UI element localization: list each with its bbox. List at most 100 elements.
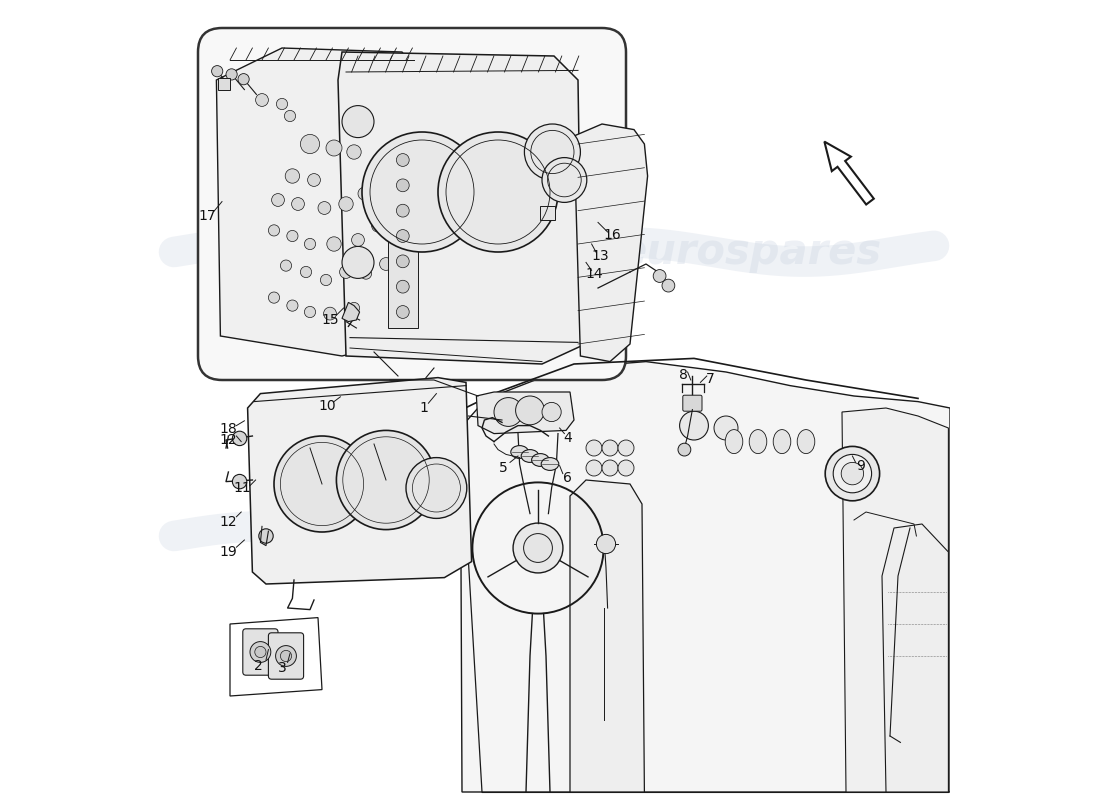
Text: 16: 16 (604, 228, 622, 242)
Circle shape (232, 474, 246, 489)
Circle shape (258, 529, 273, 543)
Circle shape (342, 106, 374, 138)
Circle shape (842, 462, 864, 485)
Ellipse shape (531, 454, 549, 466)
Text: eurospares: eurospares (618, 231, 881, 273)
Text: eurospares: eurospares (248, 506, 581, 558)
Ellipse shape (773, 430, 791, 454)
Circle shape (255, 94, 268, 106)
Text: 2: 2 (254, 658, 263, 673)
Text: 4: 4 (563, 431, 572, 446)
Circle shape (305, 238, 316, 250)
Ellipse shape (521, 450, 539, 462)
Circle shape (280, 650, 292, 662)
Circle shape (596, 534, 616, 554)
Ellipse shape (749, 430, 767, 454)
Text: 13: 13 (592, 249, 609, 263)
Text: 7: 7 (705, 372, 714, 386)
Circle shape (396, 154, 409, 166)
Circle shape (361, 268, 372, 279)
Circle shape (379, 258, 393, 270)
Circle shape (340, 266, 352, 278)
Text: 19: 19 (220, 545, 238, 559)
Text: 1: 1 (419, 401, 428, 415)
Ellipse shape (798, 430, 815, 454)
Circle shape (285, 169, 299, 183)
Circle shape (618, 440, 634, 456)
Polygon shape (476, 392, 574, 434)
Polygon shape (342, 302, 360, 322)
Circle shape (287, 230, 298, 242)
Circle shape (653, 270, 666, 282)
Ellipse shape (541, 458, 559, 470)
Circle shape (272, 194, 285, 206)
Circle shape (542, 402, 561, 422)
Text: 12: 12 (220, 433, 238, 447)
Text: 11: 11 (234, 481, 252, 495)
Text: 17: 17 (199, 209, 217, 223)
Text: 14: 14 (585, 266, 603, 281)
Circle shape (372, 219, 384, 232)
FancyBboxPatch shape (218, 78, 230, 90)
Circle shape (662, 279, 674, 292)
Circle shape (714, 416, 738, 440)
Circle shape (268, 292, 279, 303)
Circle shape (276, 646, 296, 666)
Circle shape (396, 306, 409, 318)
Circle shape (352, 234, 364, 246)
Circle shape (513, 523, 563, 573)
Circle shape (406, 458, 466, 518)
Circle shape (226, 69, 238, 80)
Circle shape (678, 443, 691, 456)
Text: 9: 9 (856, 459, 865, 474)
Text: 3: 3 (278, 661, 287, 675)
FancyBboxPatch shape (198, 28, 626, 380)
Circle shape (318, 202, 331, 214)
Text: 6: 6 (563, 471, 572, 486)
Polygon shape (842, 408, 948, 792)
Polygon shape (248, 378, 472, 584)
Circle shape (337, 430, 436, 530)
Circle shape (396, 280, 409, 293)
Circle shape (300, 266, 311, 278)
Polygon shape (574, 124, 648, 362)
FancyBboxPatch shape (683, 395, 702, 411)
Circle shape (250, 642, 271, 662)
Text: 15: 15 (321, 313, 339, 327)
Circle shape (396, 179, 409, 192)
FancyBboxPatch shape (243, 629, 278, 675)
Circle shape (346, 145, 361, 159)
Ellipse shape (725, 430, 742, 454)
Circle shape (232, 431, 246, 446)
Circle shape (276, 98, 287, 110)
Circle shape (358, 187, 371, 200)
Text: eurospares: eurospares (248, 226, 581, 278)
Circle shape (305, 306, 316, 318)
Circle shape (362, 132, 482, 252)
Polygon shape (882, 524, 948, 792)
Circle shape (586, 440, 602, 456)
Polygon shape (338, 52, 582, 364)
Text: 8: 8 (679, 368, 688, 382)
Text: 10: 10 (319, 398, 337, 413)
Circle shape (327, 237, 341, 251)
Circle shape (285, 110, 296, 122)
Circle shape (396, 255, 409, 268)
Circle shape (268, 225, 279, 236)
Circle shape (618, 460, 634, 476)
Circle shape (255, 646, 266, 658)
Circle shape (274, 436, 370, 532)
Circle shape (586, 460, 602, 476)
Circle shape (287, 300, 298, 311)
Circle shape (349, 302, 360, 314)
Circle shape (680, 411, 708, 440)
Polygon shape (570, 480, 645, 792)
Circle shape (825, 446, 880, 501)
Circle shape (238, 74, 250, 85)
Circle shape (292, 198, 305, 210)
Circle shape (396, 204, 409, 217)
Circle shape (396, 230, 409, 242)
Ellipse shape (510, 446, 528, 458)
Circle shape (339, 197, 353, 211)
FancyBboxPatch shape (540, 206, 554, 220)
